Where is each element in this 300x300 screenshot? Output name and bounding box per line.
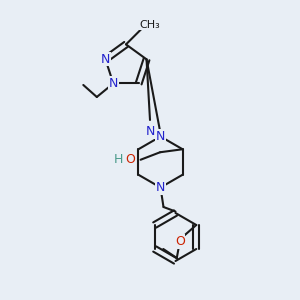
Text: O: O: [125, 153, 135, 166]
Text: N: N: [156, 130, 165, 143]
Text: H: H: [113, 153, 123, 166]
Text: N: N: [109, 77, 118, 90]
Text: N: N: [156, 181, 165, 194]
Text: N: N: [101, 53, 110, 66]
Text: N: N: [145, 125, 155, 139]
Text: CH₃: CH₃: [140, 20, 160, 30]
Text: O: O: [175, 235, 185, 248]
